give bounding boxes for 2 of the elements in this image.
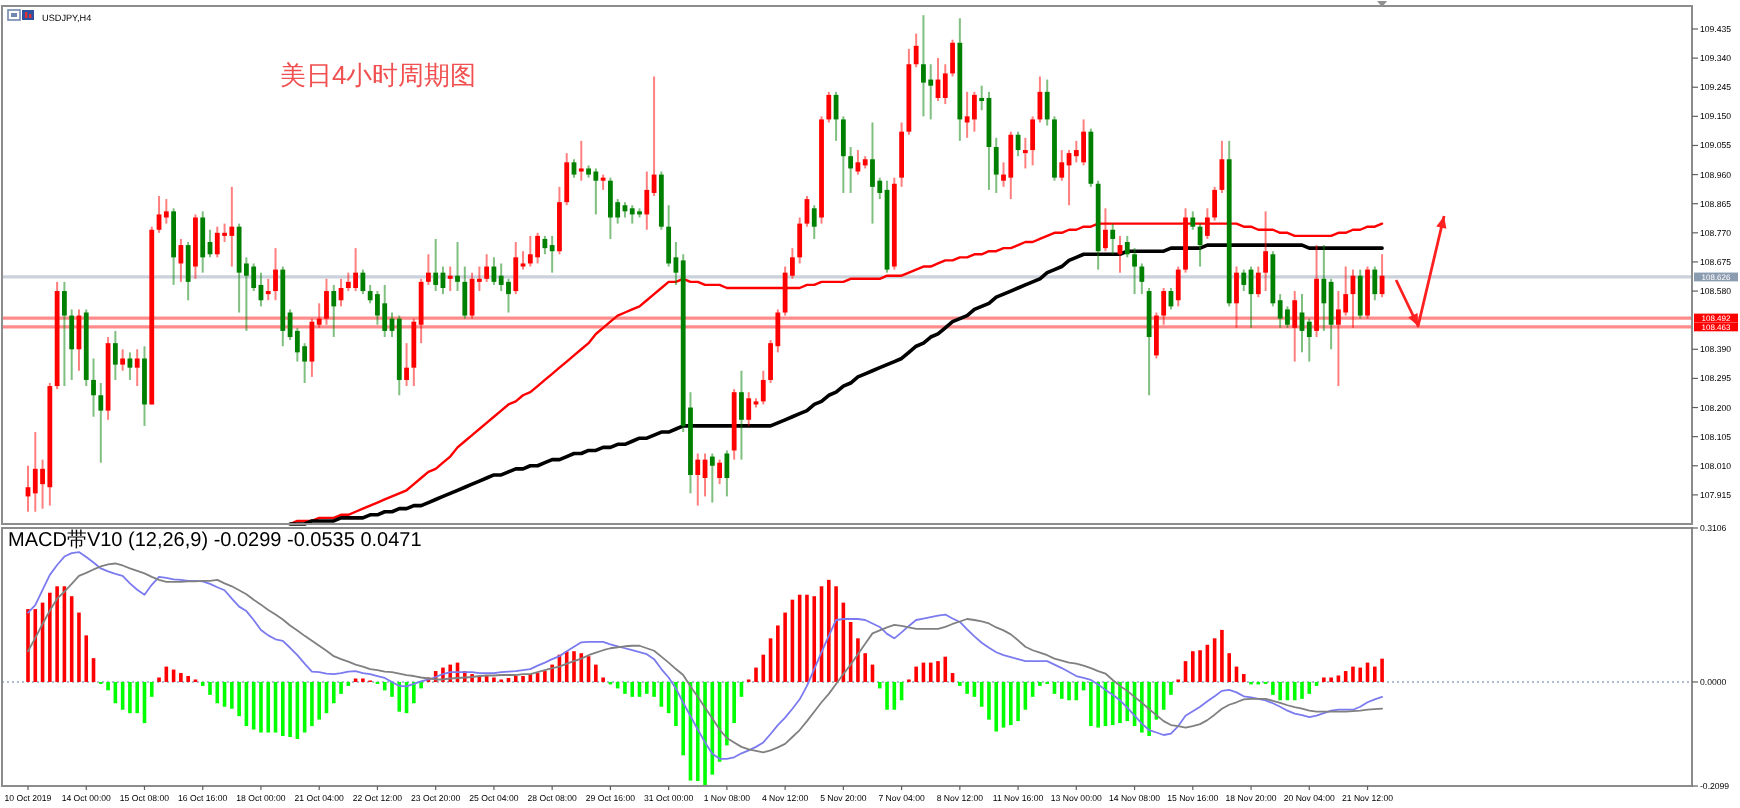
- annotation: 美日4小时周期图: [280, 60, 477, 90]
- chart-title: MACD带V10 (12,26,9) -0.0299 -0.0535 0.0471: [8, 528, 423, 552]
